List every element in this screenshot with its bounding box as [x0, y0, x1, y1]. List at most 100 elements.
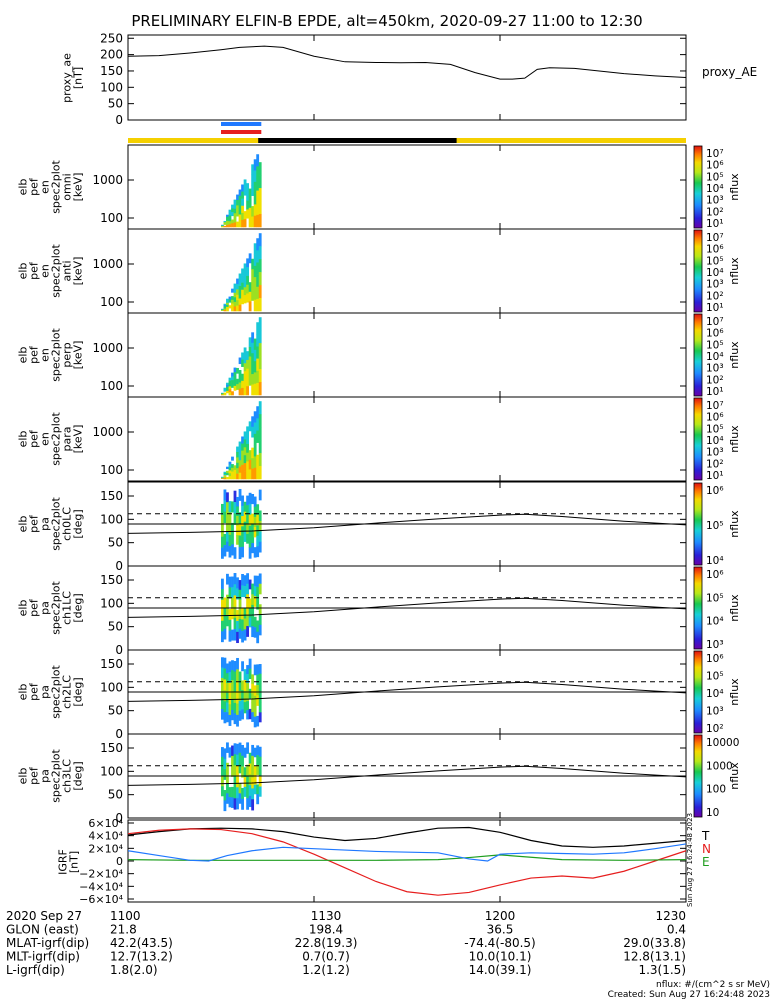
- pitch-panel-0-cell: [226, 492, 229, 503]
- pitch-panel-1-cell: [248, 598, 252, 609]
- pitch-panel-2-cell: [258, 702, 262, 713]
- pitch-panel-0-cell: [236, 534, 239, 545]
- pitch-panel-1-cell: [231, 597, 234, 609]
- pitch-panel-1-colorbar: [693, 566, 703, 650]
- pitch-panel-0-ylabel-line: pef: [28, 514, 41, 533]
- pitch-panel-1-cell: [251, 604, 255, 616]
- pitch-panel-3-cell: [256, 745, 260, 756]
- energy-panel-1-colorbar: [693, 229, 703, 313]
- energy-panel-3-cell: [253, 445, 257, 457]
- pitch-panel-1-cell: [258, 583, 262, 595]
- energy-panel-0-cbar-tick: 10²: [706, 206, 724, 218]
- pitch-panel-3-cell: [251, 788, 255, 800]
- energy-panel-3-cell: [243, 447, 247, 456]
- energy-panel-3-cell: [223, 477, 227, 480]
- orbit-row-value: 21.8: [110, 923, 137, 937]
- energy-panel-0-cell: [238, 189, 242, 197]
- pitch-panel-3-cell: [231, 755, 234, 767]
- energy-panel-3-cell: [241, 443, 244, 451]
- pitch-panel-0-ytick-label: 50: [108, 536, 123, 550]
- energy-panel-2-cell: [228, 377, 232, 381]
- energy-panel-0-ylabel: elbpefenspec2plotomni[keV]: [17, 160, 85, 214]
- orbit-row-value: 10.0(10.1): [469, 950, 532, 964]
- energy-panel-2-cell: [248, 375, 252, 386]
- pitch-panel-3-cell: [256, 755, 260, 766]
- energy-panel-3-cell: [258, 427, 262, 441]
- pitch-panel-3-cell: [258, 766, 262, 777]
- energy-panel-1-ylabel-line: spec2plot: [50, 244, 63, 298]
- energy-panel-2-cell: [221, 394, 224, 395]
- pitch-panel-3-cell: [223, 800, 227, 812]
- marker-red: [221, 130, 262, 134]
- pitch-panel-1-cell: [238, 589, 242, 600]
- pitch-panel-2-cell: [246, 674, 250, 684]
- energy-panel-0-cell: [221, 226, 224, 228]
- energy-panel-1-cell: [248, 253, 252, 264]
- energy-panel-0-cell: [251, 174, 255, 186]
- pitch-panel-1-cell: [236, 577, 239, 589]
- pitch-panel-3-cbar-tick: 100: [706, 784, 726, 796]
- pitch-panel-0-cell: [233, 501, 237, 514]
- energy-panel-0-cell: [248, 217, 252, 228]
- igrf-legend-t: T: [701, 829, 710, 843]
- energy-panel-3-ylabel-line: para: [61, 427, 74, 452]
- energy-panel-0-cell: [246, 200, 250, 210]
- energy-panel-0-ytick-label: 1000: [92, 173, 123, 187]
- energy-panel-0-cell: [223, 223, 227, 225]
- energy-panel-0-cell: [251, 216, 255, 228]
- pitch-panel-3-cell: [236, 765, 239, 777]
- energy-panel-1-cell: [236, 294, 239, 301]
- pitch-panel-0-cell: [231, 522, 234, 534]
- pitch-panel-1-cell: [256, 620, 260, 633]
- pitch-panel-3-cell: [246, 775, 250, 788]
- energy-panel-1-cbar-tick: 10²: [706, 290, 724, 302]
- energy-panel-1-cell: [258, 285, 262, 299]
- energy-panel-2-cell: [248, 366, 252, 377]
- pitch-panel-2-cell: [236, 669, 239, 682]
- energy-panel-3-cell: [228, 464, 232, 468]
- pitch-panel-1-ytick-label: 50: [108, 620, 123, 634]
- pitch-panel-2-cbar-label: nflux: [728, 678, 741, 706]
- igrf-line-n: [127, 828, 687, 896]
- energy-panel-2-ytick-label: 1000: [92, 341, 123, 355]
- energy-panel-0-cell: [233, 199, 237, 205]
- pitch-panel-0-cell: [243, 531, 247, 542]
- pitch-panel-2-cell: [233, 713, 237, 725]
- energy-panel-0-cbar-tick: 10⁷: [706, 148, 724, 160]
- energy-panel-3-cell: [253, 467, 257, 480]
- orbit-row-value: 1100: [110, 909, 141, 923]
- energy-panel-0-cell: [228, 224, 232, 228]
- energy-panel-1-cell: [248, 282, 252, 293]
- energy-panel-3-cell: [241, 450, 244, 459]
- energy-panel-2-cell: [228, 389, 232, 393]
- pitch-panel-0-cell: [233, 513, 237, 525]
- pitch-panel-0-cell: [226, 502, 229, 513]
- energy-panel-0-cell: [226, 224, 229, 228]
- energy-panel-1-cell: [256, 286, 260, 300]
- energy-panel-3-ylabel-line: pef: [28, 429, 41, 448]
- pitch-panel-3-ylabel-line: [deg]: [72, 761, 85, 790]
- pitch-panel-3-cell: [236, 776, 239, 788]
- pitch-panel-2-cell: [246, 701, 250, 711]
- energy-panel-3-cbar-label: nflux: [728, 425, 741, 453]
- energy-panel-0-ylabel-line: elb: [17, 179, 30, 196]
- energy-panel-1-cell: [253, 243, 257, 255]
- energy-panel-3-cbar-tick: 10⁵: [706, 423, 724, 435]
- pitch-panel-1-cell: [238, 628, 242, 639]
- pitch-panel-3-cell: [258, 776, 262, 787]
- energy-panel-0-cell: [256, 154, 260, 167]
- pitch-panel-0-cell: [243, 521, 247, 532]
- energy-panel-3-ylabel-line: elb: [17, 431, 30, 448]
- energy-panel-3-cell: [248, 459, 252, 470]
- proxy-ae-ylabel-line: [nT]: [72, 67, 85, 89]
- pitch-panel-0-lc-curve: [127, 513, 687, 534]
- pitch-panel-0-cell: [231, 533, 234, 545]
- energy-panel-0-ylabel-line: [keV]: [72, 173, 85, 202]
- energy-panel-0-cell: [221, 226, 224, 227]
- energy-panel-1-cbar-tick: 10⁵: [706, 255, 724, 267]
- energy-panel-0-cell: [228, 212, 232, 216]
- energy-panel-1-frame: [127, 228, 687, 314]
- igrf-ylabel: IGRF[nT]: [57, 849, 81, 875]
- energy-panel-2-frame: [127, 312, 687, 398]
- energy-panel-0-cell: [253, 193, 257, 205]
